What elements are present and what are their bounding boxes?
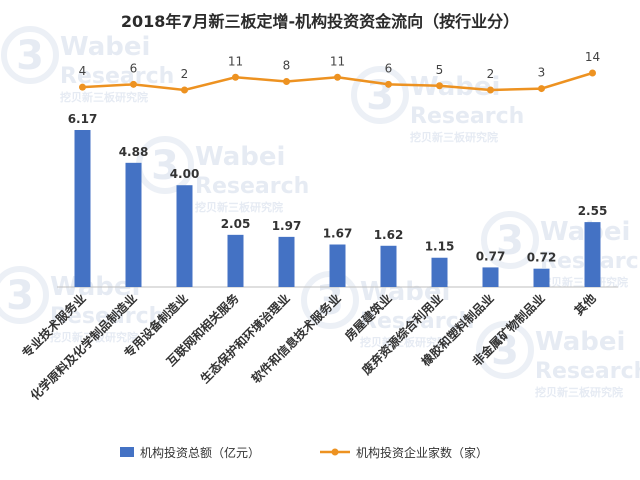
line-point xyxy=(487,86,494,94)
watermark-tag: 挖贝新三板研究院 xyxy=(360,335,448,349)
line-point xyxy=(436,82,443,90)
line-value-label: 14 xyxy=(585,50,600,64)
watermark-logo-glyph: 3 xyxy=(496,218,524,264)
watermark-tag: 挖贝新三板研究院 xyxy=(195,200,283,214)
watermark-logo-icon xyxy=(351,66,409,124)
line-value-label: 4 xyxy=(79,64,87,78)
watermark-tag: 挖贝新三板研究院 xyxy=(50,330,138,344)
watermark-brand: Wabei xyxy=(60,32,150,62)
line-value-label: 11 xyxy=(330,54,345,68)
x-tick-label: 生态保护和环境治理业 xyxy=(197,291,292,386)
bar xyxy=(380,245,397,287)
legend-bar-label: 机构投资总额（亿元） xyxy=(140,445,260,460)
line-value-label: 11 xyxy=(228,54,243,68)
bar-value-label: 2.55 xyxy=(578,204,608,218)
line-value-label: 2 xyxy=(487,67,495,81)
line-point xyxy=(79,83,86,91)
legend-bar-swatch xyxy=(120,447,134,457)
watermark-tag: 挖贝新三板研究院 xyxy=(410,130,498,144)
bar-value-label: 6.17 xyxy=(68,112,98,126)
line-value-label: 3 xyxy=(538,66,546,80)
bar xyxy=(278,236,295,287)
watermark-logo-glyph: 3 xyxy=(6,273,34,319)
line-value-label: 5 xyxy=(436,63,444,77)
bar-value-label: 1.15 xyxy=(425,240,455,254)
watermark-tag: 挖贝新三板研究院 xyxy=(535,385,623,399)
watermark-brand: Wabei xyxy=(535,327,625,357)
watermark-logo-icon xyxy=(0,266,49,324)
bar xyxy=(482,267,499,287)
line-point xyxy=(130,80,137,88)
line-point xyxy=(334,73,341,81)
line-value-label: 2 xyxy=(181,67,189,81)
line-value-label: 6 xyxy=(130,61,138,75)
line-point xyxy=(385,80,392,88)
watermark-logo-glyph: 3 xyxy=(151,143,179,189)
bar-value-label: 0.72 xyxy=(527,251,557,265)
line-point xyxy=(283,78,290,85)
line-point xyxy=(232,73,239,81)
bar xyxy=(176,185,193,287)
bar-value-label: 1.97 xyxy=(272,219,302,233)
bar xyxy=(74,130,91,287)
watermark-logo-glyph: 3 xyxy=(491,328,519,374)
x-tick-label: 其他 xyxy=(571,291,599,319)
bar xyxy=(125,162,142,287)
watermark-logo-icon xyxy=(481,211,539,269)
x-tick-label: 软件和信息技术服务业 xyxy=(248,291,343,386)
bar xyxy=(329,244,346,287)
watermark-tag: 挖贝新三板研究院 xyxy=(60,90,148,104)
line-value-label: 8 xyxy=(283,59,291,73)
line-point xyxy=(181,86,188,94)
legend-line-marker xyxy=(331,448,339,456)
watermark-logo-glyph: 3 xyxy=(366,73,394,119)
watermark-sub: Research xyxy=(535,359,640,384)
bar xyxy=(431,257,448,287)
watermark-tag: 挖贝新三板研究院 xyxy=(540,275,628,289)
watermark-sub: Research xyxy=(410,104,524,129)
watermark-logo-icon xyxy=(1,26,59,84)
line-point xyxy=(589,69,596,77)
watermark-logo-glyph: 3 xyxy=(16,33,44,79)
watermark-sub: Research xyxy=(195,174,309,199)
bar xyxy=(227,234,244,287)
bar-value-label: 4.00 xyxy=(170,167,200,181)
watermark-logo-icon xyxy=(476,321,534,379)
bar xyxy=(584,222,601,287)
bar-value-label: 2.05 xyxy=(221,217,251,231)
bar xyxy=(533,268,550,287)
bar-value-label: 1.62 xyxy=(374,228,404,242)
line-point xyxy=(538,85,545,93)
chart-title: 2018年7月新三板定增-机构投资资金流向（按行业分） xyxy=(120,12,520,31)
watermark-sub: Research xyxy=(360,309,474,334)
line-value-label: 6 xyxy=(385,61,393,75)
bar-value-label: 0.77 xyxy=(476,249,506,263)
bar-value-label: 4.88 xyxy=(119,145,149,159)
legend-line-label: 机构投资企业家数（家） xyxy=(356,445,488,460)
watermark-sub: Research xyxy=(50,304,164,329)
bar-value-label: 1.67 xyxy=(323,227,353,241)
watermark-brand: Wabei xyxy=(195,142,285,172)
